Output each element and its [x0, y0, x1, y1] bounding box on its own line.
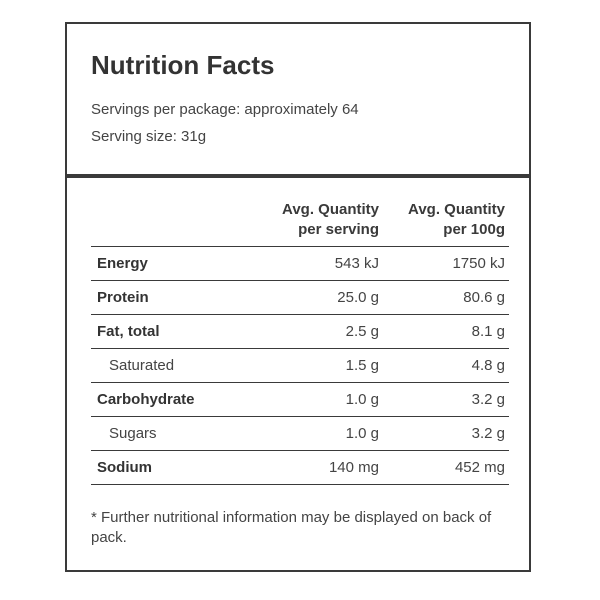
value-per-100g: 8.1 g	[383, 314, 509, 349]
value-per-100g: 3.2 g	[383, 416, 509, 451]
panel-title: Nutrition Facts	[91, 50, 275, 80]
value-per-serving: 25.0 g	[257, 280, 383, 315]
servings-per-package: Servings per package: approximately 64	[91, 101, 359, 118]
nutrient-name: Fat, total	[91, 314, 257, 349]
nutrient-name: Saturated	[91, 348, 257, 383]
table-header-row: Avg. Quantity per serving Avg. Quantity …	[91, 200, 509, 247]
value-per-100g: 3.2 g	[383, 382, 509, 417]
nutrient-name: Carbohydrate	[91, 382, 257, 417]
value-per-100g: 452 mg	[383, 450, 509, 485]
header-nutrient	[91, 200, 257, 247]
value-per-100g: 4.8 g	[383, 348, 509, 383]
nutrient-name: Energy	[91, 246, 257, 281]
nutrient-name: Protein	[91, 280, 257, 315]
nutrition-table: Avg. Quantity per serving Avg. Quantity …	[91, 200, 509, 485]
table-row: Energy 543 kJ 1750 kJ	[91, 246, 509, 281]
value-per-serving: 1.5 g	[257, 348, 383, 383]
header-per-100g: Avg. Quantity per 100g	[383, 200, 509, 247]
table-row: Protein 25.0 g 80.6 g	[91, 280, 509, 315]
table-row: Carbohydrate 1.0 g 3.2 g	[91, 382, 509, 417]
nutrient-name: Sugars	[91, 416, 257, 451]
header-per-serving: Avg. Quantity per serving	[257, 200, 383, 247]
value-per-serving: 2.5 g	[257, 314, 383, 349]
value-per-serving: 543 kJ	[257, 246, 383, 281]
table-row: Saturated 1.5 g 4.8 g	[91, 348, 509, 383]
value-per-100g: 1750 kJ	[383, 246, 509, 281]
serving-size: Serving size: 31g	[91, 128, 207, 145]
nutrient-name: Sodium	[91, 450, 257, 485]
footnote: * Further nutritional information may be…	[91, 509, 492, 546]
value-per-serving: 140 mg	[257, 450, 383, 485]
nutrition-panel: Nutrition Facts Servings per package: ap…	[65, 22, 531, 572]
value-per-100g: 80.6 g	[383, 280, 509, 315]
table-row: Sodium 140 mg 452 mg	[91, 450, 509, 485]
value-per-serving: 1.0 g	[257, 416, 383, 451]
table-body: Energy 543 kJ 1750 kJ Protein 25.0 g 80.6 g Fa…	[91, 246, 509, 485]
table-row: Fat, total 2.5 g 8.1 g	[91, 314, 509, 349]
table-row: Sugars 1.0 g 3.2 g	[91, 416, 509, 451]
value-per-serving: 1.0 g	[257, 382, 383, 417]
section-divider	[67, 174, 529, 178]
